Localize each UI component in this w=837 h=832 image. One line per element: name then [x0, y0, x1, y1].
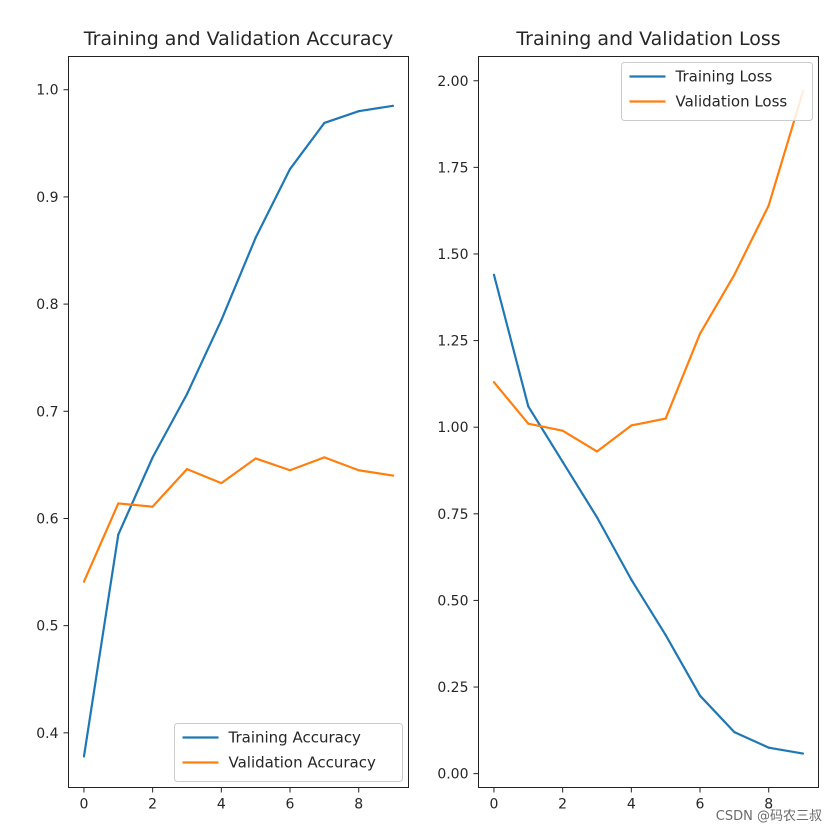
- loss-x-tick-label: 4: [627, 797, 636, 813]
- loss-training-point: [492, 273, 496, 276]
- accuracy-training-point: [117, 533, 120, 536]
- loss-validation-point: [664, 417, 667, 420]
- loss-y-tick-label: 1.00: [437, 420, 468, 436]
- accuracy-y-tick-label: 1.0: [36, 83, 58, 99]
- accuracy-x-tick-label: 4: [217, 797, 226, 813]
- loss-y-tick-label: 1.75: [437, 160, 468, 176]
- loss-validation-point: [630, 424, 633, 427]
- loss-validation-point: [595, 450, 599, 453]
- loss-x-tick-label: 8: [764, 797, 773, 813]
- accuracy-x-tick-label: 0: [79, 797, 88, 813]
- accuracy-training-point: [151, 456, 154, 459]
- accuracy-validation-point: [117, 502, 120, 505]
- accuracy-validation-point: [391, 474, 395, 477]
- accuracy-training-point: [357, 110, 360, 113]
- accuracy-legend-label-training: Training Accuracy: [228, 729, 362, 747]
- loss-y-tick-label: 1.50: [437, 247, 468, 263]
- accuracy-plot-frame: [68, 56, 409, 788]
- loss-series-line-training: [492, 274, 804, 755]
- accuracy-training-point: [254, 236, 257, 239]
- loss-training-point: [698, 694, 702, 697]
- loss-validation-point: [527, 422, 530, 425]
- loss-x-tick-label: 6: [696, 797, 705, 813]
- loss-validation-point: [698, 332, 702, 335]
- accuracy-y-tick-label: 0.6: [36, 511, 58, 527]
- loss-x-tick-label: 2: [558, 797, 567, 813]
- loss-y-tick-label: 2.00: [437, 74, 468, 90]
- accuracy-x-tick-label: 6: [286, 797, 295, 813]
- accuracy-validation-point: [151, 505, 154, 508]
- accuracy-validation-point: [323, 456, 326, 459]
- loss-y-tick-label: 0.75: [437, 507, 468, 523]
- loss-y-tick-label: 1.25: [437, 334, 468, 350]
- loss-validation-point: [492, 381, 496, 384]
- accuracy-training-point: [220, 319, 223, 322]
- accuracy-training-point: [288, 167, 292, 171]
- loss-legend: [621, 62, 813, 121]
- loss-chart-title: Training and Validation Loss: [515, 28, 780, 50]
- accuracy-training-point: [185, 393, 189, 396]
- accuracy-chart-title: Training and Validation Accuracy: [83, 28, 393, 50]
- accuracy-series-line-validation: [82, 456, 394, 583]
- loss-plot-frame: [478, 56, 819, 788]
- accuracy-x-tick-label: 8: [354, 797, 363, 813]
- accuracy-training-point: [82, 755, 86, 758]
- accuracy-training-point: [323, 121, 326, 125]
- accuracy-legend-label-validation: Validation Accuracy: [229, 754, 376, 772]
- loss-series-line-validation: [493, 90, 805, 453]
- loss-validation-point: [561, 429, 564, 432]
- loss-y-tick-label: 0.50: [437, 593, 468, 609]
- loss-training-point: [595, 516, 599, 519]
- accuracy-x-tick-label: 2: [148, 797, 157, 813]
- accuracy-validation-point: [220, 482, 223, 485]
- accuracy-y-tick-label: 0.5: [36, 619, 58, 635]
- accuracy-panel: Training and Validation Accuracy 0 2 4 6 8 0.…: [36, 28, 409, 813]
- accuracy-validation-point: [288, 469, 292, 472]
- loss-legend-label-training: Training Loss: [675, 68, 773, 86]
- accuracy-validation-point: [254, 457, 257, 460]
- loss-legend-label-validation: Validation Loss: [676, 93, 788, 111]
- accuracy-training-point: [391, 104, 395, 107]
- accuracy-validation-point: [82, 580, 86, 583]
- loss-training-point: [561, 460, 564, 463]
- loss-training-point: [527, 405, 530, 408]
- loss-training-point: [801, 752, 805, 755]
- watermark-text: CSDN @码农三叔: [716, 809, 822, 824]
- loss-validation-point: [733, 273, 736, 276]
- loss-y-tick-label: 0.00: [437, 767, 468, 783]
- accuracy-legend: [174, 723, 403, 782]
- loss-training-point: [664, 633, 667, 637]
- loss-validation-point: [767, 204, 770, 207]
- accuracy-y-tick-label: 0.4: [36, 726, 58, 742]
- accuracy-y-tick-label: 0.9: [36, 190, 58, 206]
- loss-training-point: [630, 578, 633, 581]
- accuracy-validation-point: [185, 468, 189, 471]
- accuracy-series-line-training: [82, 104, 394, 757]
- loss-training-point: [767, 746, 770, 749]
- loss-x-tick-label: 0: [489, 797, 498, 813]
- accuracy-y-tick-label: 0.8: [36, 297, 58, 313]
- loss-training-point: [733, 730, 736, 734]
- accuracy-validation-point: [357, 469, 360, 472]
- accuracy-y-tick-label: 0.7: [36, 404, 58, 420]
- loss-y-tick-label: 0.25: [437, 680, 468, 696]
- loss-panel: Training and Validation Loss 0 2 4 6 8 0.00 0.…: [437, 28, 819, 813]
